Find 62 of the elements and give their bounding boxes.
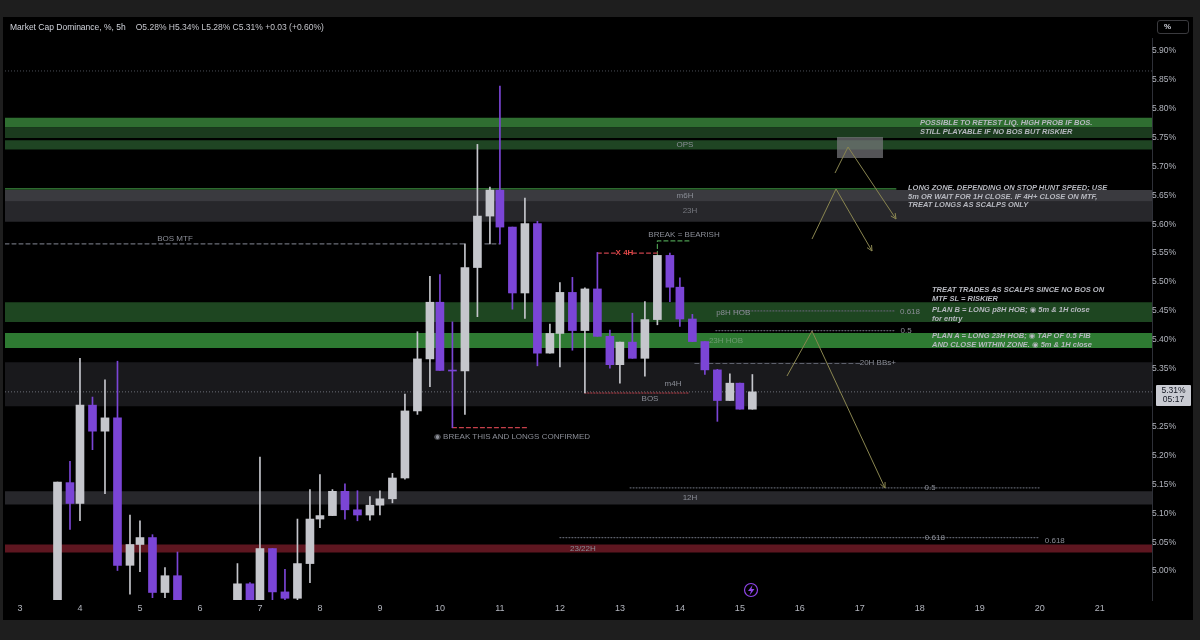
annotation: p8H HOB: [716, 307, 751, 318]
x-tick-label: 19: [974, 602, 985, 613]
x-tick-label: 15: [734, 602, 745, 613]
annotation: X 4H: [615, 247, 634, 258]
x-tick-label: 13: [614, 602, 625, 613]
y-tick-label: 5.65%: [1152, 189, 1177, 200]
x-tick-label: 5: [137, 602, 143, 613]
x-tick-label: 9: [377, 602, 383, 613]
y-tick-label: 5.70%: [1152, 160, 1177, 171]
y-tick-label: 5.10%: [1152, 507, 1177, 518]
x-tick-label: 4: [77, 602, 83, 613]
annotation: BREAK = BEARISH: [648, 229, 720, 240]
x-tick-label: 12: [554, 602, 565, 613]
candlestick: [495, 85, 505, 245]
text: %: [1157, 20, 1189, 34]
x-tick-label: 11: [495, 602, 505, 613]
candlestick: [280, 569, 290, 600]
annotation: 23H: [682, 205, 698, 216]
x-tick-label: 17: [854, 602, 865, 613]
x-tick-label: 14: [674, 602, 685, 613]
annotation: 0.618: [1044, 535, 1065, 546]
annotation: 0.618: [924, 532, 945, 542]
y-tick-label: 5.15%: [1152, 478, 1177, 489]
annotation: 20H BBs+: [859, 357, 896, 368]
y-tick-label: 5.50%: [1152, 276, 1177, 287]
x-tick-label: 21: [1094, 602, 1105, 613]
annotation: m6H: [676, 190, 694, 201]
ref-line-label: 5.31% 05:17: [1156, 384, 1191, 406]
y-tick-label: 5.60%: [1152, 218, 1177, 229]
annotation: 0.5: [924, 482, 936, 493]
x-tick-label: 18: [914, 602, 925, 613]
x-tick-label: 16: [794, 602, 805, 613]
x-tick-label: 8: [317, 602, 323, 613]
y-tick-label: 5.55%: [1152, 247, 1177, 258]
y-tick-label: 5.90%: [1152, 45, 1177, 56]
x-tick-label: 3: [17, 602, 23, 613]
y-tick-label: 5.20%: [1152, 449, 1177, 460]
candlestick: [135, 520, 145, 572]
annotation: ◉ BREAK THIS AND LONGS CONFIRMED: [433, 431, 591, 442]
y-tick-label: 5.35%: [1152, 363, 1177, 374]
annotation: 0.618: [899, 306, 921, 317]
annotation: m4H: [664, 378, 682, 389]
x-tick-label: 6: [197, 602, 203, 613]
annotation: 12H: [682, 492, 698, 503]
y-tick-label: 5.00%: [1152, 565, 1177, 576]
y-tick-label: 5.40%: [1152, 334, 1177, 345]
y-tick-label: 5.75%: [1152, 131, 1177, 142]
chart-title: Market Cap Dominance, %, 5h: [10, 21, 126, 33]
y-tick-label: 5.05%: [1152, 536, 1177, 547]
annotation: BOS: [641, 393, 659, 404]
x-tick-label: 10: [434, 602, 445, 613]
chart-subtitle: O5.28% H5.34% L5.28% C5.31% +0.03 (+0.60%): [135, 21, 324, 33]
y-tick-label: 5.25%: [1152, 420, 1177, 431]
annotation: OPS: [676, 139, 694, 150]
y-tick-label: 5.85%: [1152, 73, 1177, 84]
y-tick-label: 5.80%: [1152, 102, 1177, 113]
x-tick-label: 20: [1034, 602, 1045, 613]
x-tick-label: 7: [257, 602, 263, 613]
annotation: 0.5: [900, 325, 912, 335]
annotation: 23/22H: [569, 543, 596, 553]
annotation: BOS MTF: [157, 233, 193, 244]
y-tick-label: 5.45%: [1152, 305, 1177, 316]
